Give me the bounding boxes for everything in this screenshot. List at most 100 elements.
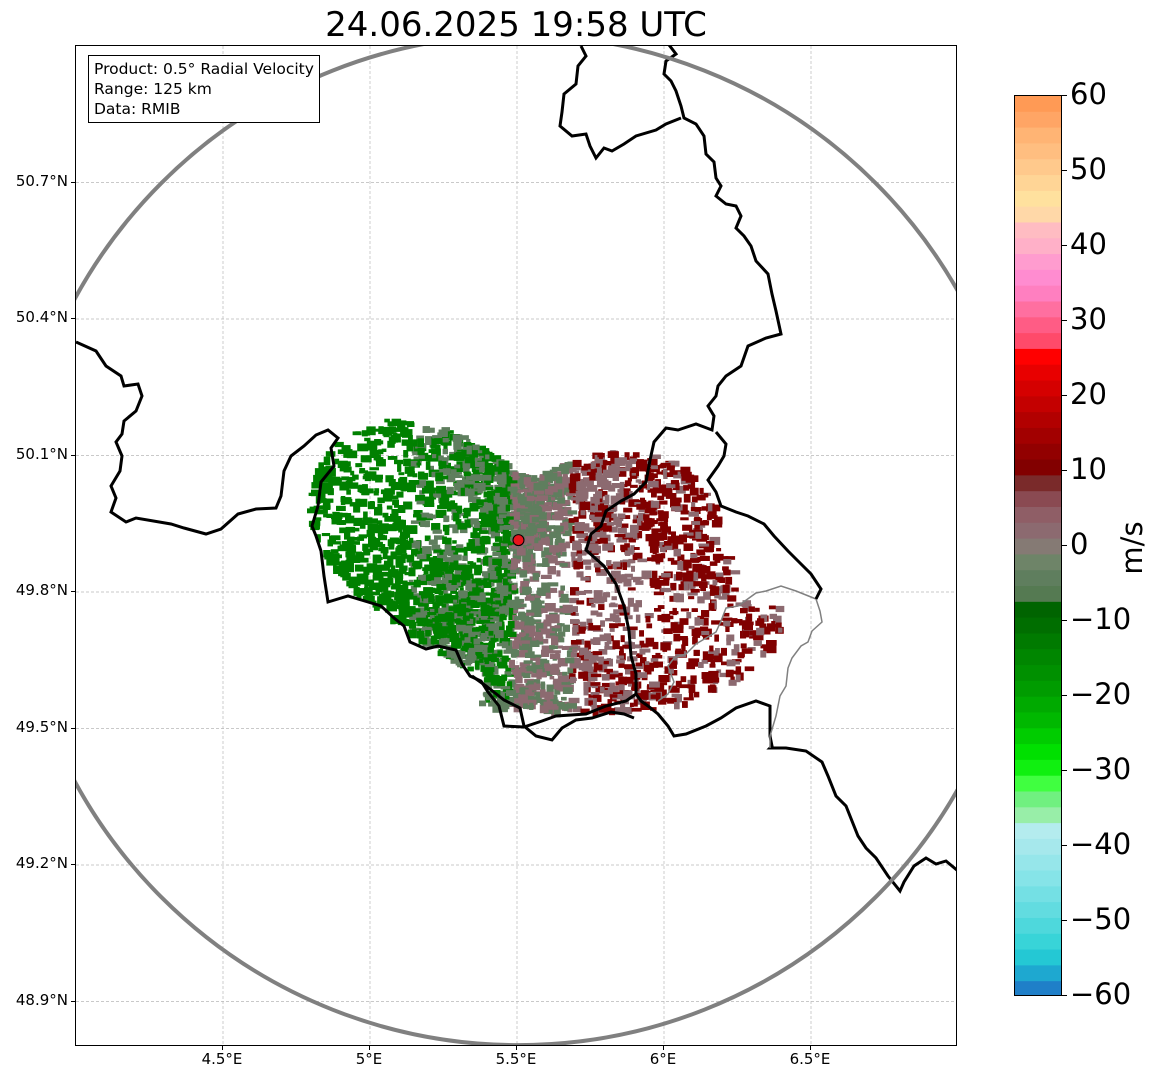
colorbar-swatch (1015, 586, 1061, 603)
y-tick-mark (71, 1000, 75, 1002)
colorbar-swatch (1015, 254, 1061, 271)
data-source-label: Data: RMIB (94, 100, 181, 118)
y-tick-mark (71, 454, 75, 456)
colorbar-swatch (1015, 538, 1061, 556)
map-title: 24.06.2025 19:58 UTC (325, 5, 707, 45)
colorbar-swatch (1015, 396, 1061, 413)
colorbar-tick-label: 60 (1070, 77, 1107, 111)
colorbar-swatch (1015, 522, 1061, 540)
x-tick-label: 5°E (355, 1050, 383, 1068)
colorbar-tick-label: −40 (1070, 827, 1132, 861)
y-tick-label: 50.1°N (15, 444, 68, 463)
colorbar-tick-label: 10 (1070, 452, 1107, 486)
colorbar-tick-label: 40 (1070, 227, 1107, 261)
colorbar-swatch (1015, 175, 1061, 192)
y-tick-label: 50.4°N (15, 308, 68, 326)
colorbar-swatch (1015, 775, 1061, 793)
y-tick-label: 48.9°N (15, 990, 68, 1009)
colorbar-tick-label: −50 (1070, 902, 1132, 936)
y-tick-label: 49.5°N (15, 717, 68, 736)
colorbar-swatch (1015, 96, 1061, 113)
x-tick-mark (810, 1046, 811, 1050)
x-tick-mark (516, 1046, 517, 1050)
colorbar-swatch (1015, 838, 1061, 856)
colorbar-swatch (1015, 728, 1061, 745)
x-tick-mark (222, 1046, 223, 1050)
colorbar-swatch (1015, 886, 1061, 903)
border-belgium-north (558, 46, 682, 161)
colorbar-swatch (1015, 364, 1061, 382)
colorbar-swatch (1015, 633, 1061, 650)
colorbar-swatch (1015, 712, 1061, 729)
colorbar-swatch (1015, 759, 1061, 777)
colorbar-swatch (1015, 190, 1061, 208)
x-tick-label: 6°E (649, 1050, 677, 1068)
colorbar-swatch (1015, 111, 1061, 129)
colorbar-swatch (1015, 617, 1061, 635)
colorbar-swatch (1015, 475, 1061, 492)
colorbar-swatch (1015, 206, 1061, 224)
colorbar-swatch (1015, 933, 1061, 951)
colorbar-tick-mark (1062, 170, 1067, 171)
colorbar-tick-mark (1062, 770, 1067, 771)
colorbar-swatch (1015, 870, 1061, 887)
colorbar-swatch (1015, 285, 1061, 303)
colorbar-swatch (1015, 696, 1061, 714)
colorbar-unit-label: m/s (1115, 521, 1149, 575)
border-luxembourg-germany (634, 693, 956, 894)
radar-map[interactable] (75, 45, 957, 1046)
colorbar-tick-label: −10 (1070, 602, 1132, 636)
y-tick-mark (71, 318, 75, 319)
y-tick-mark (71, 591, 75, 592)
y-tick-mark (71, 181, 75, 183)
colorbar-swatch (1015, 443, 1061, 461)
colorbar-swatch (1015, 823, 1061, 840)
velocity-echoes (307, 418, 785, 718)
colorbar-tick-mark (1062, 695, 1067, 696)
colorbar-tick-label: 20 (1070, 377, 1107, 411)
colorbar-swatch (1015, 427, 1061, 445)
colorbar-gradient (1015, 96, 1061, 995)
y-tick-mark (71, 864, 75, 865)
x-tick-label: 6.5°E (789, 1050, 831, 1068)
colorbar-swatch (1015, 807, 1061, 824)
border-belgium-germany (584, 46, 783, 694)
colorbar-tick-mark (1062, 620, 1067, 621)
colorbar-swatch (1015, 570, 1061, 587)
colorbar-tick-label: 50 (1070, 152, 1107, 186)
colorbar-swatch (1015, 269, 1061, 287)
colorbar (1014, 95, 1062, 996)
colorbar-swatch (1015, 601, 1061, 619)
x-tick-label: 4.5°E (201, 1050, 243, 1068)
colorbar-tick-mark (1062, 245, 1067, 246)
colorbar-swatch (1015, 301, 1061, 318)
colorbar-swatch (1015, 649, 1061, 666)
colorbar-swatch (1015, 949, 1061, 966)
colorbar-swatch (1015, 317, 1061, 334)
border-luxembourg-east (657, 585, 823, 748)
x-tick-mark (663, 1046, 664, 1050)
x-tick-mark (369, 1046, 370, 1050)
colorbar-tick-label: −30 (1070, 752, 1132, 786)
y-tick-mark (71, 727, 75, 729)
colorbar-tick-label: −20 (1070, 677, 1132, 711)
colorbar-swatch (1015, 491, 1061, 508)
colorbar-swatch (1015, 143, 1061, 160)
colorbar-tick-mark (1062, 920, 1067, 921)
y-tick-label: 49.2°N (15, 854, 68, 872)
colorbar-swatch (1015, 665, 1061, 682)
colorbar-swatch (1015, 238, 1061, 255)
colorbar-tick-mark (1062, 395, 1067, 396)
colorbar-swatch (1015, 506, 1061, 524)
radar-site (512, 534, 525, 547)
colorbar-swatch (1015, 159, 1061, 176)
border-germany-east (706, 431, 823, 600)
colorbar-swatch (1015, 380, 1061, 397)
product-info-box: Product: 0.5° Radial Velocity Range: 125… (88, 55, 320, 123)
colorbar-swatch (1015, 854, 1061, 872)
colorbar-tick-mark (1062, 470, 1067, 471)
colorbar-swatch (1015, 981, 1061, 995)
colorbar-tick-mark (1062, 545, 1067, 546)
colorbar-swatch (1015, 459, 1061, 476)
colorbar-swatch (1015, 333, 1061, 350)
